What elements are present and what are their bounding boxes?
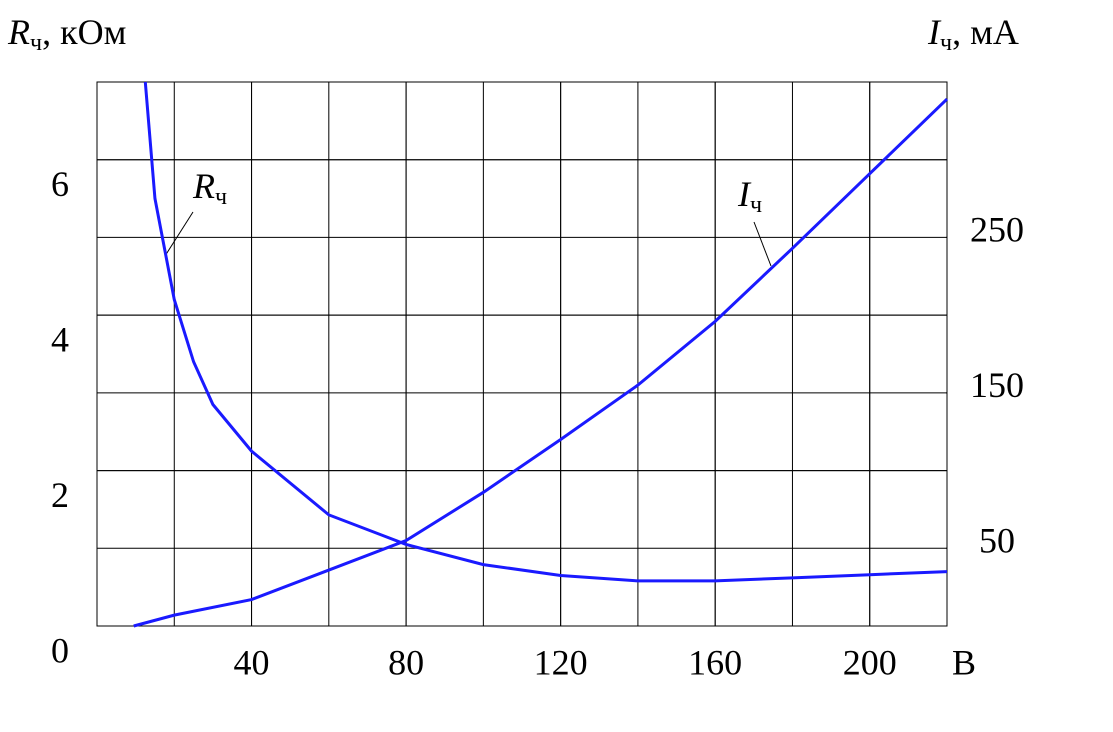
leader-line bbox=[164, 211, 194, 257]
series-symbol: I bbox=[737, 174, 752, 214]
y2-axis-unit: , мА bbox=[952, 12, 1019, 52]
y2-axis-subscript: ч bbox=[940, 30, 952, 56]
series-subscript: ч bbox=[215, 184, 227, 210]
y-axis-title: Rч, кОм bbox=[7, 12, 126, 55]
series-label: Iч bbox=[737, 174, 762, 217]
y2-tick-label: 250 bbox=[970, 210, 1024, 250]
leader-line bbox=[753, 221, 772, 267]
y2-axis-title: Iч, мА bbox=[927, 12, 1019, 55]
line-series bbox=[133, 98, 949, 628]
y-tick-label: 2 bbox=[51, 475, 69, 515]
series-symbol: R bbox=[192, 166, 215, 206]
grid bbox=[96, 81, 948, 627]
y-tick-label: 0 bbox=[51, 630, 69, 670]
y-tick-label: 6 bbox=[51, 164, 69, 204]
y-axis-unit: , кОм bbox=[42, 12, 126, 52]
y-tick-label: 4 bbox=[51, 319, 69, 359]
plot-frame bbox=[96, 81, 948, 627]
x-tick-label: 80 bbox=[388, 642, 424, 682]
x-tick-label: 160 bbox=[688, 642, 742, 682]
y2-tick-label: 50 bbox=[979, 521, 1015, 561]
y-axis-symbol: R bbox=[7, 12, 30, 52]
x-tick-label: 200 bbox=[843, 642, 897, 682]
series-label: Rч bbox=[192, 166, 227, 209]
x-tick-label: 120 bbox=[534, 642, 588, 682]
series-subscript: ч bbox=[750, 192, 762, 218]
line-series bbox=[143, 81, 948, 583]
x-tick-label: 40 bbox=[234, 642, 270, 682]
y2-tick-label: 150 bbox=[970, 365, 1024, 405]
x-axis-title: В bbox=[952, 642, 976, 682]
y-axis-subscript: ч bbox=[30, 30, 42, 56]
y2-axis-symbol: I bbox=[927, 12, 942, 52]
